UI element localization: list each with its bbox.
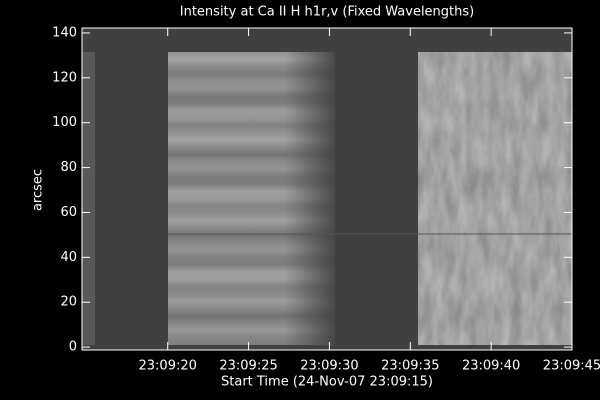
y-tick-label: 60 xyxy=(60,205,77,220)
y-tick-label: 100 xyxy=(52,115,77,130)
y-tick-label: 80 xyxy=(60,160,77,175)
image-fade xyxy=(285,52,335,345)
y-tick-label: 0 xyxy=(69,340,77,355)
x-tick-label: 23:09:40 xyxy=(462,359,520,374)
x-tick-label: 23:09:35 xyxy=(381,359,439,374)
plot-frame xyxy=(81,27,573,351)
y-tick-label: 40 xyxy=(60,250,77,265)
chart-title: Intensity at Ca II H h1r,v (Fixed Wavele… xyxy=(180,5,474,20)
x-axis-label: Start Time (24-Nov-07 23:09:15) xyxy=(221,375,433,390)
x-tick-label: 23:09:45 xyxy=(543,359,600,374)
x-tick-label: 23:09:25 xyxy=(219,359,277,374)
x-tick-label: 23:09:20 xyxy=(139,359,197,374)
image xyxy=(82,28,572,350)
image-strip xyxy=(82,52,95,345)
x-tick-label: 23:09:30 xyxy=(300,359,358,374)
y-tick-label: 20 xyxy=(60,295,77,310)
y-tick-label: 120 xyxy=(52,70,77,85)
y-tick-label: 140 xyxy=(52,25,77,40)
y-axis-label: arcsec xyxy=(31,169,46,211)
image-texture xyxy=(418,52,572,345)
